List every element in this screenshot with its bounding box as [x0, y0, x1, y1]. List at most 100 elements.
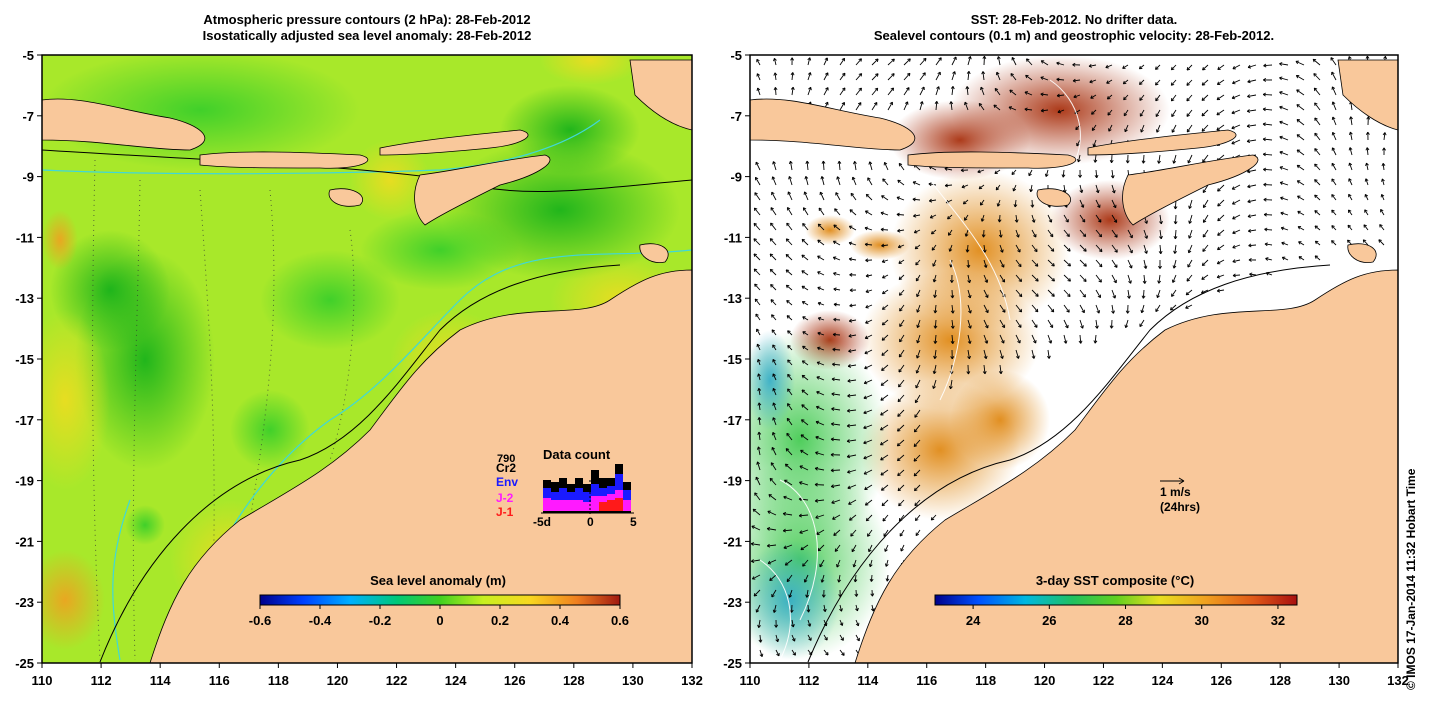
velocity-arrow-head: [1051, 263, 1055, 267]
velocity-arrow: [1015, 289, 1023, 297]
velocity-arrow-head: [830, 452, 834, 457]
sla-colorbar-gradient: [259, 594, 621, 606]
velocity-arrow: [1159, 229, 1162, 239]
velocity-arrow-head: [1083, 263, 1087, 267]
velocity-arrow-head: [1107, 112, 1111, 116]
velocity-arrow-head: [1331, 178, 1335, 182]
velocity-arrow: [1217, 229, 1225, 236]
velocity-arrow: [1186, 124, 1193, 133]
velocity-arrow: [801, 254, 809, 261]
velocity-arrow: [791, 87, 794, 96]
velocity-arrow: [807, 87, 812, 96]
velocity-arrow: [791, 72, 794, 81]
velocity-arrow: [1047, 259, 1055, 267]
velocity-arrow: [1015, 319, 1022, 328]
velocity-arrow: [880, 228, 889, 231]
velocity-arrow: [1202, 64, 1209, 71]
velocity-arrow-head: [1348, 131, 1353, 135]
velocity-arrow: [1280, 197, 1289, 201]
velocity-arrow-head: [899, 323, 903, 327]
velocity-arrow-head: [787, 403, 791, 407]
velocity-scale: 1 m/s (24hrs): [1160, 477, 1200, 514]
velocity-arrow: [966, 244, 969, 253]
velocity-arrow: [1015, 244, 1021, 253]
velocity-arrow-head: [1188, 235, 1192, 239]
velocity-arrow-head: [1139, 323, 1143, 327]
sumba-island: [328, 188, 363, 207]
velocity-arrow-head: [1231, 95, 1236, 100]
velocity-arrow-head: [960, 168, 964, 173]
velocity-arrow: [1297, 195, 1305, 201]
velocity-arrow: [771, 329, 777, 336]
velocity-arrow: [1216, 94, 1225, 101]
velocity-arrow: [1111, 214, 1118, 223]
velocity-arrow-head: [832, 240, 837, 245]
velocity-arrow-head: [1232, 245, 1236, 249]
velocity-arrow-head: [799, 530, 803, 534]
velocity-arrow-head: [1366, 116, 1371, 120]
velocity-arrow: [1296, 134, 1305, 141]
velocity-arrow: [823, 72, 829, 81]
velocity-arrow-head: [801, 285, 806, 290]
velocity-arrow: [864, 379, 873, 384]
velocity-arrow-head: [1040, 60, 1045, 64]
velocity-arrow: [1170, 79, 1177, 86]
velocity-arrow: [1188, 244, 1193, 254]
velocity-arrow-head: [1296, 180, 1301, 184]
velocity-arrow: [1173, 259, 1177, 269]
velocity-arrow: [947, 214, 953, 220]
velocity-arrow: [1295, 60, 1305, 66]
velocity-arrow-head: [833, 302, 837, 307]
velocity-arrow-head: [863, 380, 868, 385]
velocity-arrow-head: [1247, 199, 1251, 204]
velocity-arrow: [1030, 184, 1033, 192]
velocity-arrow-head: [782, 512, 787, 516]
velocity-arrow: [1063, 214, 1069, 223]
velocity-arrow: [1139, 319, 1145, 327]
velocity-arrow: [898, 244, 905, 248]
velocity-arrow: [898, 364, 905, 373]
velocity-arrow: [1170, 304, 1177, 311]
velocity-arrow: [758, 402, 761, 411]
velocity-arrow: [999, 349, 1004, 359]
velocity-arrow-head: [978, 185, 983, 190]
velocity-arrow-head: [914, 517, 919, 522]
velocity-arrow: [773, 58, 777, 66]
velocity-arrow: [833, 224, 841, 231]
velocity-arrow: [1281, 227, 1289, 231]
velocity-arrow-head: [1158, 250, 1163, 255]
velocity-arrow-head: [858, 73, 863, 77]
left-xtick-label: 120: [327, 673, 349, 688]
velocity-arrow: [882, 304, 889, 310]
inset-xtick-2: 5: [630, 515, 637, 529]
velocity-arrow: [1127, 229, 1133, 239]
velocity-arrow: [999, 274, 1005, 283]
velocity-arrow-head: [1173, 221, 1178, 225]
velocity-arrow: [934, 319, 937, 329]
velocity-arrow: [934, 334, 937, 344]
velocity-arrow-head: [1201, 112, 1206, 117]
velocity-arrow-head: [1094, 325, 1099, 329]
velocity-arrow-head: [814, 498, 819, 503]
velocity-arrow: [839, 72, 846, 81]
velocity-arrow: [1107, 109, 1113, 116]
velocity-arrow: [964, 102, 969, 111]
velocity-arrow-head: [1331, 101, 1336, 105]
velocity-arrow-head: [898, 354, 903, 358]
right-title-line1: SST: 28-Feb-2012. No drifter data.: [970, 12, 1178, 27]
right-xtick-label: 124: [1152, 673, 1174, 688]
velocity-arrow-head: [1092, 143, 1097, 147]
velocity-arrow-head: [1073, 94, 1077, 99]
velocity-arrow: [1175, 214, 1177, 224]
velocity-arrow: [830, 469, 841, 471]
velocity-arrow: [967, 71, 970, 81]
velocity-arrow: [785, 269, 793, 276]
velocity-arrow-head: [885, 578, 890, 582]
velocity-arrow: [863, 394, 873, 399]
velocity-arrow-head: [756, 328, 760, 333]
velocity-arrow-head: [982, 370, 987, 375]
velocity-arrow-head: [1048, 340, 1053, 344]
velocity-arrow-head: [1072, 78, 1076, 83]
velocity-arrow-head: [1035, 293, 1039, 297]
velocity-arrow-head: [883, 161, 888, 166]
